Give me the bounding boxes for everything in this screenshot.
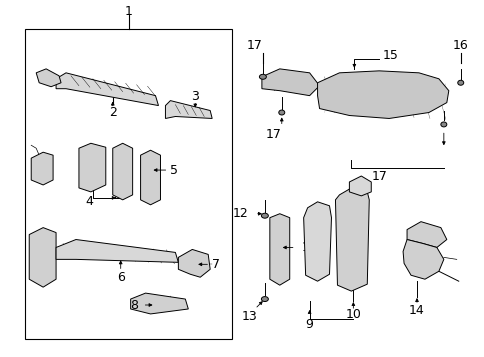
Ellipse shape xyxy=(261,297,268,302)
Polygon shape xyxy=(56,240,178,262)
Polygon shape xyxy=(56,73,158,106)
Text: 6: 6 xyxy=(117,271,124,284)
Text: 12: 12 xyxy=(232,207,247,220)
Polygon shape xyxy=(29,228,56,287)
Text: 3: 3 xyxy=(191,90,199,103)
Ellipse shape xyxy=(261,213,268,218)
Text: 7: 7 xyxy=(212,258,220,271)
Text: 17: 17 xyxy=(265,128,281,141)
Polygon shape xyxy=(261,69,319,96)
Polygon shape xyxy=(348,176,370,196)
Polygon shape xyxy=(79,143,106,192)
Text: 8: 8 xyxy=(130,298,138,312)
Polygon shape xyxy=(406,222,446,247)
Ellipse shape xyxy=(440,122,446,127)
Text: 14: 14 xyxy=(408,305,424,317)
Text: 15: 15 xyxy=(381,50,397,62)
Polygon shape xyxy=(165,101,212,119)
Text: 11: 11 xyxy=(301,241,317,254)
Polygon shape xyxy=(317,71,448,119)
Polygon shape xyxy=(140,150,160,205)
Text: 17: 17 xyxy=(371,170,386,182)
Text: 4: 4 xyxy=(85,195,92,208)
Text: 13: 13 xyxy=(242,311,257,323)
Polygon shape xyxy=(402,240,443,279)
Text: 9: 9 xyxy=(305,318,313,331)
Text: 1: 1 xyxy=(124,5,132,18)
Polygon shape xyxy=(36,69,61,87)
Ellipse shape xyxy=(259,74,266,79)
Polygon shape xyxy=(303,202,331,281)
Text: 2: 2 xyxy=(108,106,117,119)
Ellipse shape xyxy=(457,80,463,85)
Polygon shape xyxy=(269,214,289,285)
Polygon shape xyxy=(112,143,132,200)
Polygon shape xyxy=(130,293,188,314)
Polygon shape xyxy=(31,152,53,185)
Text: 5: 5 xyxy=(170,164,178,177)
Text: 10: 10 xyxy=(345,308,361,321)
Bar xyxy=(25,29,231,339)
Polygon shape xyxy=(335,188,368,291)
Text: 16: 16 xyxy=(452,39,468,51)
Ellipse shape xyxy=(278,110,284,115)
Polygon shape xyxy=(178,250,210,277)
Text: 17: 17 xyxy=(246,39,262,51)
